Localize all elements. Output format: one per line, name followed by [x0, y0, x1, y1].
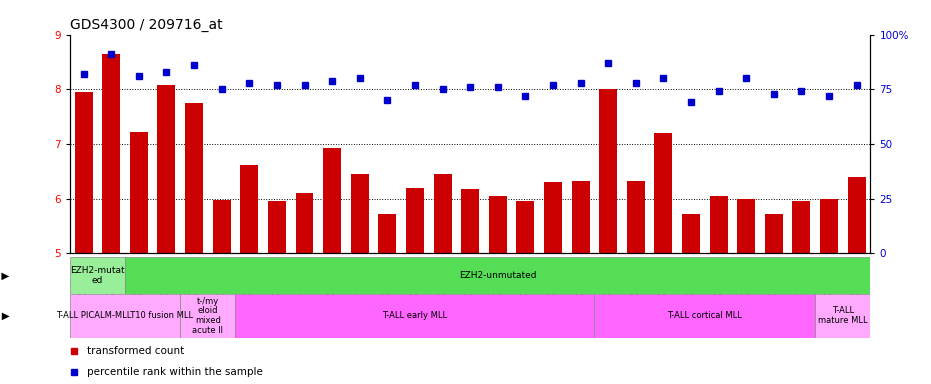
Text: T-ALL cortical MLL: T-ALL cortical MLL: [668, 311, 742, 320]
Bar: [600, 89, 617, 253]
Bar: [572, 181, 589, 253]
Text: disease state ▶: disease state ▶: [0, 311, 9, 321]
Bar: [130, 132, 148, 253]
Bar: [709, 196, 728, 253]
Text: genotype/variation ▶: genotype/variation ▶: [0, 270, 9, 281]
Text: GDS4300 / 209716_at: GDS4300 / 209716_at: [70, 18, 223, 32]
Text: T-ALL
mature MLL: T-ALL mature MLL: [818, 306, 868, 325]
Text: EZH2-mutat
ed: EZH2-mutat ed: [70, 266, 125, 285]
Bar: [70, 257, 125, 294]
Bar: [323, 148, 341, 253]
Bar: [765, 214, 783, 253]
Bar: [351, 174, 369, 253]
Bar: [517, 202, 534, 253]
Bar: [594, 294, 816, 338]
Bar: [848, 177, 866, 253]
Bar: [682, 214, 700, 253]
Bar: [461, 189, 479, 253]
Bar: [74, 92, 92, 253]
Bar: [792, 202, 810, 253]
Bar: [489, 196, 506, 253]
Bar: [268, 202, 286, 253]
Bar: [654, 133, 672, 253]
Bar: [157, 85, 175, 253]
Bar: [212, 200, 231, 253]
Bar: [295, 193, 314, 253]
Bar: [102, 54, 120, 253]
Text: T-ALL early MLL: T-ALL early MLL: [383, 311, 448, 320]
Bar: [181, 294, 236, 338]
Bar: [406, 188, 424, 253]
Text: EZH2-unmutated: EZH2-unmutated: [459, 271, 536, 280]
Bar: [70, 294, 181, 338]
Bar: [737, 199, 755, 253]
Text: percentile rank within the sample: percentile rank within the sample: [88, 367, 263, 377]
Bar: [820, 199, 838, 253]
Text: T-ALL PICALM-MLLT10 fusion MLL: T-ALL PICALM-MLLT10 fusion MLL: [57, 311, 194, 320]
Text: t-/my
eloid
mixed
acute ll: t-/my eloid mixed acute ll: [193, 297, 223, 335]
Bar: [627, 181, 645, 253]
Bar: [240, 165, 258, 253]
Bar: [236, 294, 594, 338]
Bar: [816, 294, 870, 338]
Bar: [434, 174, 452, 253]
Bar: [185, 103, 203, 253]
Bar: [544, 182, 562, 253]
Bar: [378, 214, 397, 253]
Text: transformed count: transformed count: [88, 346, 184, 356]
